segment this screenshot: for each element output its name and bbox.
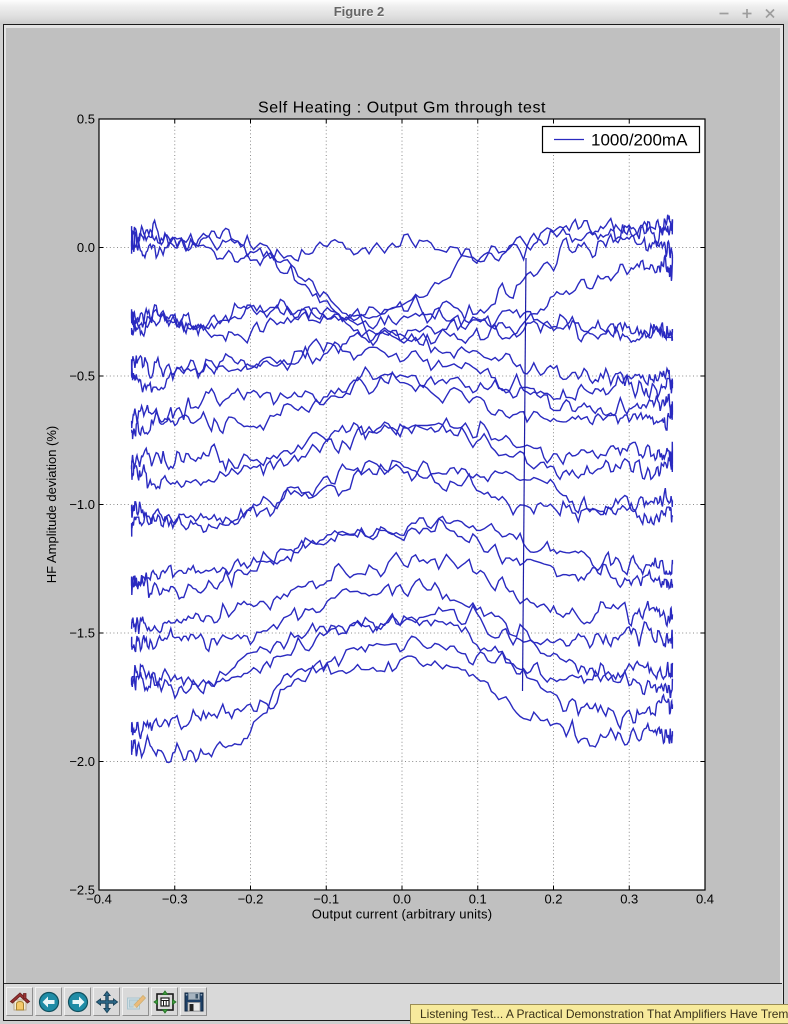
svg-text:−2.5: −2.5 xyxy=(69,883,95,898)
svg-text:HF Amplitude deviation (%): HF Amplitude deviation (%) xyxy=(44,426,59,584)
svg-text:0.2: 0.2 xyxy=(544,892,562,907)
svg-text:0.1: 0.1 xyxy=(469,892,487,907)
svg-text:0.5: 0.5 xyxy=(77,112,95,127)
svg-text:0.0: 0.0 xyxy=(77,240,95,255)
svg-text:−0.1: −0.1 xyxy=(313,892,339,907)
svg-text:0.0: 0.0 xyxy=(393,892,411,907)
svg-text:0.4: 0.4 xyxy=(696,892,714,907)
svg-text:−1.0: −1.0 xyxy=(69,497,95,512)
svg-text:−2.0: −2.0 xyxy=(69,754,95,769)
svg-text:−0.5: −0.5 xyxy=(69,369,95,384)
svg-text:−1.5: −1.5 xyxy=(69,626,95,641)
svg-text:0.3: 0.3 xyxy=(620,892,638,907)
svg-text:Self Heating : Output Gm throu: Self Heating : Output Gm through test xyxy=(258,100,546,117)
svg-text:−0.3: −0.3 xyxy=(162,892,188,907)
svg-text:Output current (arbitrary unit: Output current (arbitrary units) xyxy=(312,907,493,922)
svg-text:−0.2: −0.2 xyxy=(238,892,264,907)
svg-text:1000/200mA: 1000/200mA xyxy=(591,131,688,150)
svg-text:−0.4: −0.4 xyxy=(86,892,112,907)
